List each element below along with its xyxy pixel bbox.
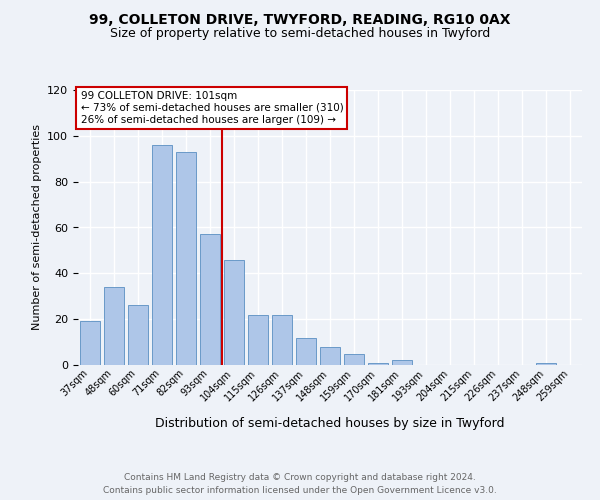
Text: Contains public sector information licensed under the Open Government Licence v3: Contains public sector information licen… xyxy=(103,486,497,495)
Bar xyxy=(224,260,244,365)
Text: Contains HM Land Registry data © Crown copyright and database right 2024.: Contains HM Land Registry data © Crown c… xyxy=(124,472,476,482)
Bar xyxy=(128,306,148,365)
Bar xyxy=(80,322,100,365)
Bar xyxy=(536,362,556,365)
Bar xyxy=(320,346,340,365)
Bar xyxy=(368,362,388,365)
Bar xyxy=(152,145,172,365)
X-axis label: Distribution of semi-detached houses by size in Twyford: Distribution of semi-detached houses by … xyxy=(155,416,505,430)
Bar xyxy=(344,354,364,365)
Y-axis label: Number of semi-detached properties: Number of semi-detached properties xyxy=(32,124,41,330)
Text: 99, COLLETON DRIVE, TWYFORD, READING, RG10 0AX: 99, COLLETON DRIVE, TWYFORD, READING, RG… xyxy=(89,12,511,26)
Text: Size of property relative to semi-detached houses in Twyford: Size of property relative to semi-detach… xyxy=(110,28,490,40)
Bar xyxy=(104,287,124,365)
Bar xyxy=(296,338,316,365)
Bar xyxy=(392,360,412,365)
Bar xyxy=(248,314,268,365)
Bar xyxy=(272,314,292,365)
Bar xyxy=(176,152,196,365)
Bar xyxy=(200,234,220,365)
Text: 99 COLLETON DRIVE: 101sqm
← 73% of semi-detached houses are smaller (310)
26% of: 99 COLLETON DRIVE: 101sqm ← 73% of semi-… xyxy=(80,92,343,124)
